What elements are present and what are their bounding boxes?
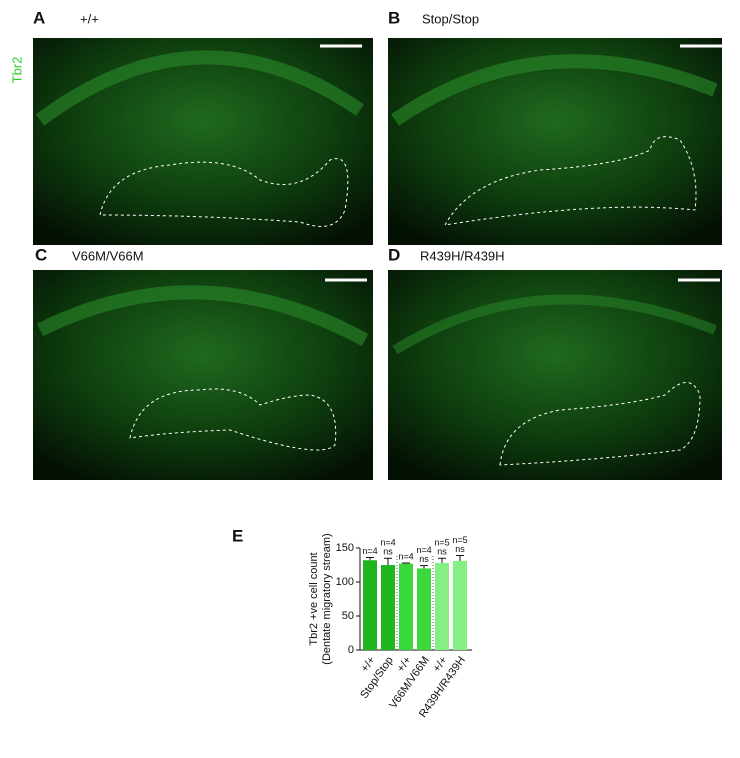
bar-chart: 0 50 100 150 Tbr2 +ve cell count (Dentate mig… <box>308 533 472 720</box>
cell-layer <box>392 294 717 355</box>
annotation: ns <box>383 547 393 557</box>
bar <box>417 568 431 650</box>
cell-layer <box>35 50 364 126</box>
bar <box>363 560 377 650</box>
error-bar <box>456 554 464 561</box>
panel-label: E <box>232 526 243 545</box>
annotation: ns <box>437 547 447 557</box>
annotation: n=4 <box>380 538 395 548</box>
annotation: n=5 <box>452 535 467 545</box>
y-axis-label: Tbr2 +ve cell count <box>308 552 320 645</box>
y-tick-label: 0 <box>348 644 354 656</box>
panel-title: +/+ <box>80 11 99 26</box>
cell-layer <box>36 285 369 347</box>
bar <box>381 565 395 650</box>
annotation: n=5 <box>434 538 449 548</box>
panel-label: C <box>35 245 47 264</box>
panel-a: A +/+ <box>33 8 373 245</box>
annotation: n=4 <box>398 551 413 561</box>
error-bar <box>438 557 446 563</box>
micrograph <box>33 270 373 480</box>
y-tick-label: 50 <box>342 610 354 622</box>
annotation: n=4 <box>416 545 431 555</box>
bar <box>435 562 449 650</box>
annotation: ns <box>455 544 465 554</box>
annotation: n=4 <box>362 546 377 556</box>
cell-layer <box>391 54 718 126</box>
outline <box>129 388 337 451</box>
panel-title: V66M/V66M <box>72 248 144 263</box>
error-bar <box>384 557 392 565</box>
error-bar <box>402 562 410 564</box>
panel-b: B Stop/Stop <box>388 8 722 245</box>
panel-c: C V66M/V66M <box>33 245 373 480</box>
outline <box>99 158 349 227</box>
annotation: ns <box>419 554 429 564</box>
y-axis-label: (Dentate migratory stream) <box>321 533 333 664</box>
side-label: Tbr2 <box>9 57 24 84</box>
panel-label: D <box>388 245 400 264</box>
y-tick-label: 100 <box>336 576 354 588</box>
panel-d: D R439H/R439H <box>388 245 722 480</box>
error-bar <box>366 557 374 561</box>
y-tick-label: 150 <box>336 542 354 554</box>
bar <box>399 563 413 650</box>
panel-label: B <box>388 8 400 27</box>
error-bar <box>420 565 428 569</box>
panel-title: Stop/Stop <box>422 11 479 26</box>
outline <box>499 382 701 466</box>
bar <box>453 560 467 650</box>
micrograph <box>388 270 722 480</box>
micrograph <box>33 38 373 245</box>
panel-title: R439H/R439H <box>420 248 505 263</box>
panel-label: A <box>33 8 45 27</box>
